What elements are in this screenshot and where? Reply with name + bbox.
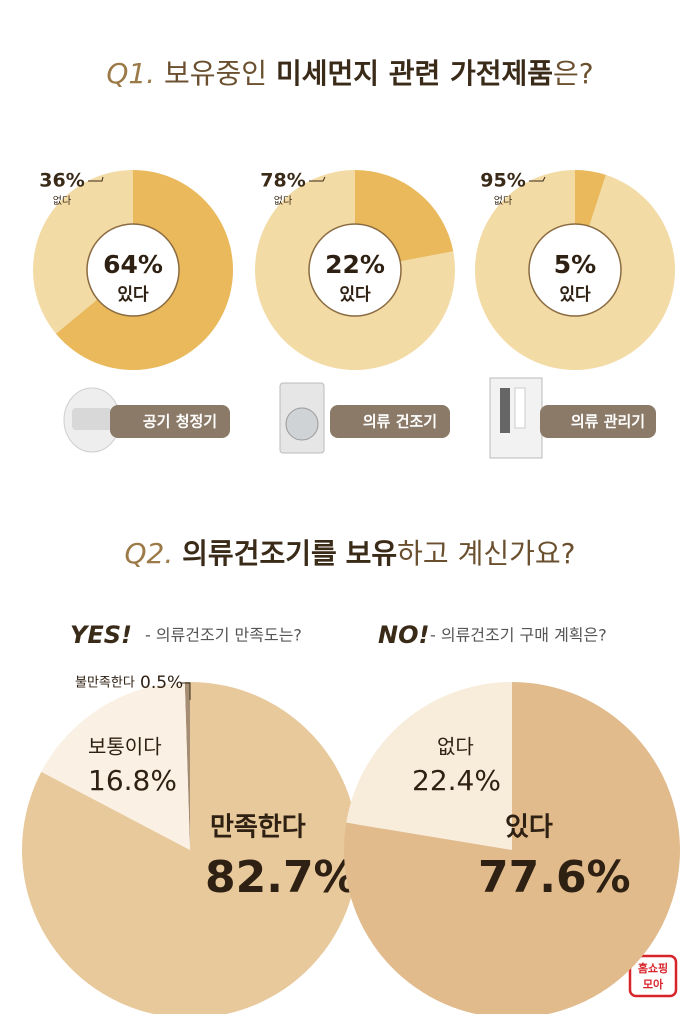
category-label: 만족한다	[210, 813, 306, 843]
value-label: 78%	[260, 170, 305, 192]
slice	[344, 682, 680, 1014]
q1-heading: Q1. 보유중인 미세먼지 관련 가전제품은?	[106, 57, 593, 90]
styler-icon	[489, 377, 543, 459]
category-label: 없다	[437, 735, 474, 759]
leader-line	[309, 176, 326, 182]
category-label: 불만족한다	[75, 676, 135, 691]
leader-line	[180, 682, 191, 700]
caption: 공기 청정기	[143, 413, 217, 431]
q2-heading: Q2. 의류건조기를 보유하고 계신가요?	[125, 537, 576, 570]
caption: 의류 관리기	[571, 413, 645, 431]
slice	[22, 682, 358, 1014]
leader-line	[88, 176, 104, 182]
logo-text: 홈쇼핑	[638, 961, 668, 975]
logo-text: 모아	[643, 977, 664, 991]
category-label: 있다	[559, 285, 591, 305]
value-label: 95%	[480, 170, 525, 192]
category-label: 없다	[53, 194, 71, 207]
heading-part: 하고 계신가요?	[397, 537, 575, 570]
pie-subtitle: - 의류건조기 만족도는?	[145, 626, 302, 645]
heading-part: 보유	[346, 537, 398, 570]
donut-hole	[528, 223, 622, 317]
slice	[41, 682, 190, 850]
logo-frame	[628, 954, 678, 998]
slice	[32, 170, 133, 334]
caption-pill	[540, 405, 656, 438]
value-label: 64%	[103, 250, 163, 279]
q-label: Q1.	[106, 57, 155, 90]
category-label: 있다	[505, 813, 553, 843]
value-label: 22%	[325, 250, 385, 279]
pie-title: NO!	[378, 621, 429, 649]
leader-line	[529, 176, 546, 182]
value-label: 5%	[554, 250, 596, 279]
heading-part: 보유중인	[164, 57, 267, 90]
value-label: 22.4%	[412, 764, 501, 797]
caption: 의류 건조기	[363, 413, 437, 431]
value-label: 0.5%	[140, 673, 183, 693]
caption-pill	[330, 405, 450, 438]
donut-hole	[86, 223, 180, 317]
category-label: 있다	[117, 285, 149, 305]
caption-pill	[110, 405, 230, 438]
value-label: 16.8%	[88, 764, 177, 797]
pie-title: YES!	[70, 621, 132, 649]
donut-hole	[308, 223, 402, 317]
pie-subtitle: - 의류건조기 구매 계획은?	[430, 626, 607, 645]
logo: 홈쇼핑 모아	[628, 954, 678, 998]
heading-part: 미세먼지 관련 가전제품	[276, 57, 553, 90]
air-purifier-icon	[63, 387, 121, 453]
slice	[346, 682, 512, 850]
heading-part: 의류건조기를	[182, 537, 337, 570]
value-label: 36%	[39, 170, 84, 192]
category-label: 있다	[339, 285, 371, 305]
value-label: 77.6%	[478, 852, 631, 903]
slice	[184, 682, 190, 850]
value-label: 82.7%	[205, 852, 358, 903]
category-label: 없다	[274, 194, 292, 207]
category-label: 보통이다	[88, 735, 162, 759]
category-label: 없다	[494, 194, 512, 207]
q-label: Q2.	[125, 537, 174, 570]
dryer-icon	[279, 382, 325, 454]
heading-part: 은?	[553, 57, 594, 90]
